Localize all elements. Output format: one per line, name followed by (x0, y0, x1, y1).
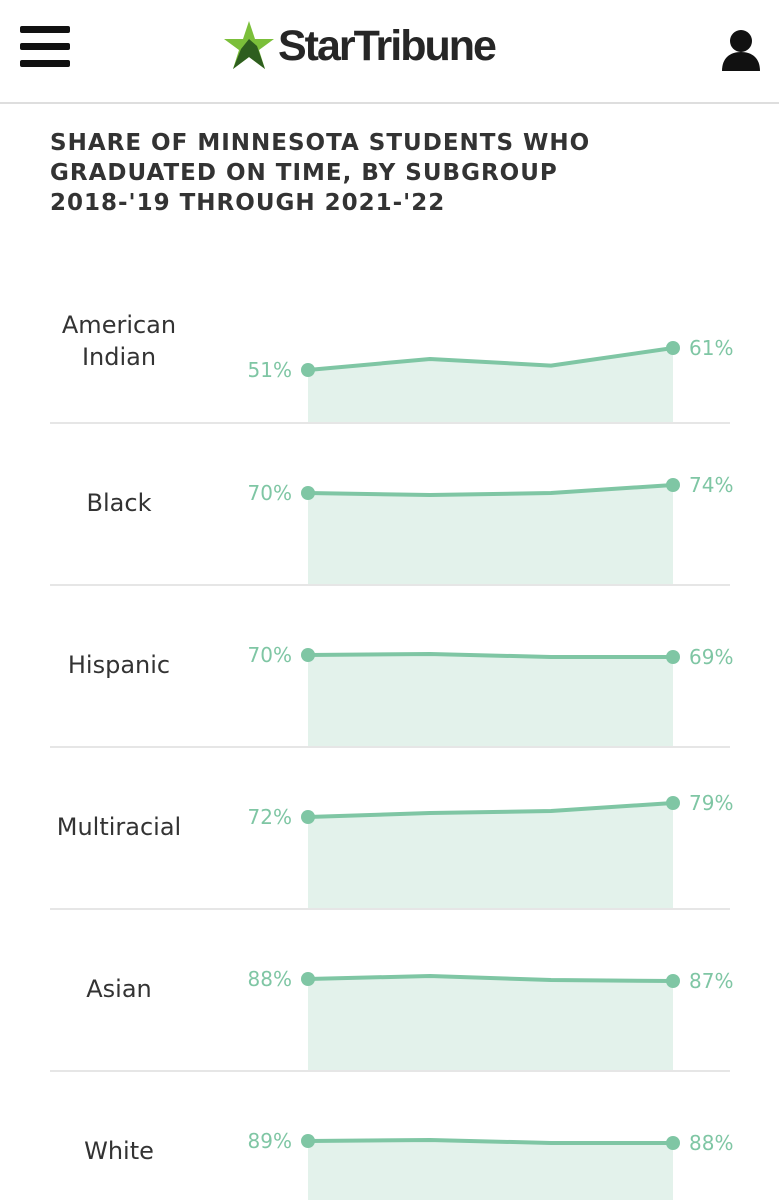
logo-text: StarTribune (278, 21, 497, 70)
row-label: White (84, 1137, 154, 1165)
chart-title-line-2: GRADUATED ON TIME, BY SUBGROUP (50, 160, 558, 186)
start-value-label: 72% (248, 805, 292, 829)
end-point (666, 974, 680, 988)
end-point (666, 1136, 680, 1150)
end-value-label: 88% (689, 1131, 733, 1155)
line-asian (307, 974, 674, 983)
start-point (301, 648, 315, 662)
area-hispanic (308, 654, 673, 746)
row-label: Asian (86, 975, 152, 1003)
logo[interactable]: StarTribune (222, 18, 497, 74)
end-point (666, 478, 680, 492)
end-value-label: 79% (689, 791, 733, 815)
start-value-label: 88% (248, 967, 292, 991)
line-black (307, 483, 674, 497)
end-point (666, 650, 680, 664)
row-label: Indian (82, 343, 156, 371)
start-point (301, 810, 315, 824)
end-value-label: 69% (689, 645, 733, 669)
start-point (301, 363, 315, 377)
end-value-label: 74% (689, 473, 733, 497)
start-point (301, 486, 315, 500)
area-multiracial (308, 803, 673, 908)
site-header: StarTribune (0, 0, 779, 104)
row-label: Hispanic (68, 651, 170, 679)
row-label: Multiracial (57, 813, 181, 841)
area-white (308, 1140, 673, 1200)
end-value-label: 87% (689, 969, 733, 993)
line-white (307, 1138, 673, 1145)
hamburger-menu-icon[interactable] (20, 26, 72, 68)
area-american-indian (308, 348, 673, 422)
start-point (301, 972, 315, 986)
start-value-label: 51% (248, 358, 292, 382)
line-hispanic (307, 652, 673, 659)
chart-title: SHARE OF MINNESOTA STUDENTS WHO GRADUATE… (50, 128, 750, 218)
start-value-label: 70% (248, 643, 292, 667)
start-value-label: 89% (248, 1129, 292, 1153)
start-point (301, 1134, 315, 1148)
end-value-label: 61% (689, 336, 733, 360)
start-value-label: 70% (248, 481, 292, 505)
chart-title-line-1: SHARE OF MINNESOTA STUDENTS WHO (50, 130, 591, 156)
end-point (666, 341, 680, 355)
line-multiracial (307, 801, 674, 819)
user-account-icon[interactable] (720, 28, 762, 72)
row-label: American (62, 311, 176, 339)
line-american-indian (307, 346, 674, 372)
chart-title-line-3: 2018-'19 THROUGH 2021-'22 (50, 190, 446, 216)
end-point (666, 796, 680, 810)
area-asian (308, 976, 673, 1070)
row-label: Black (87, 489, 152, 517)
star-icon (224, 21, 274, 69)
area-black (308, 485, 673, 584)
